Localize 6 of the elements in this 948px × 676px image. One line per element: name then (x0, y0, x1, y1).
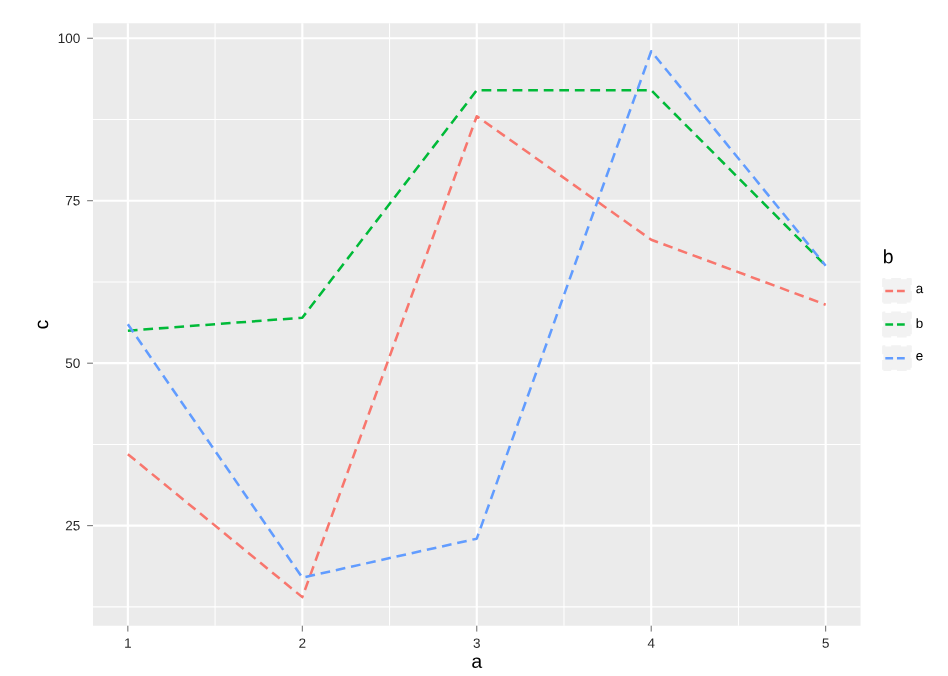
legend-title: b (884, 249, 893, 264)
line-series (126, 114, 827, 599)
line-series (126, 88, 827, 332)
x-axis-title: a (472, 657, 483, 668)
y-axis-title: c (37, 320, 49, 329)
line-series (126, 49, 827, 579)
